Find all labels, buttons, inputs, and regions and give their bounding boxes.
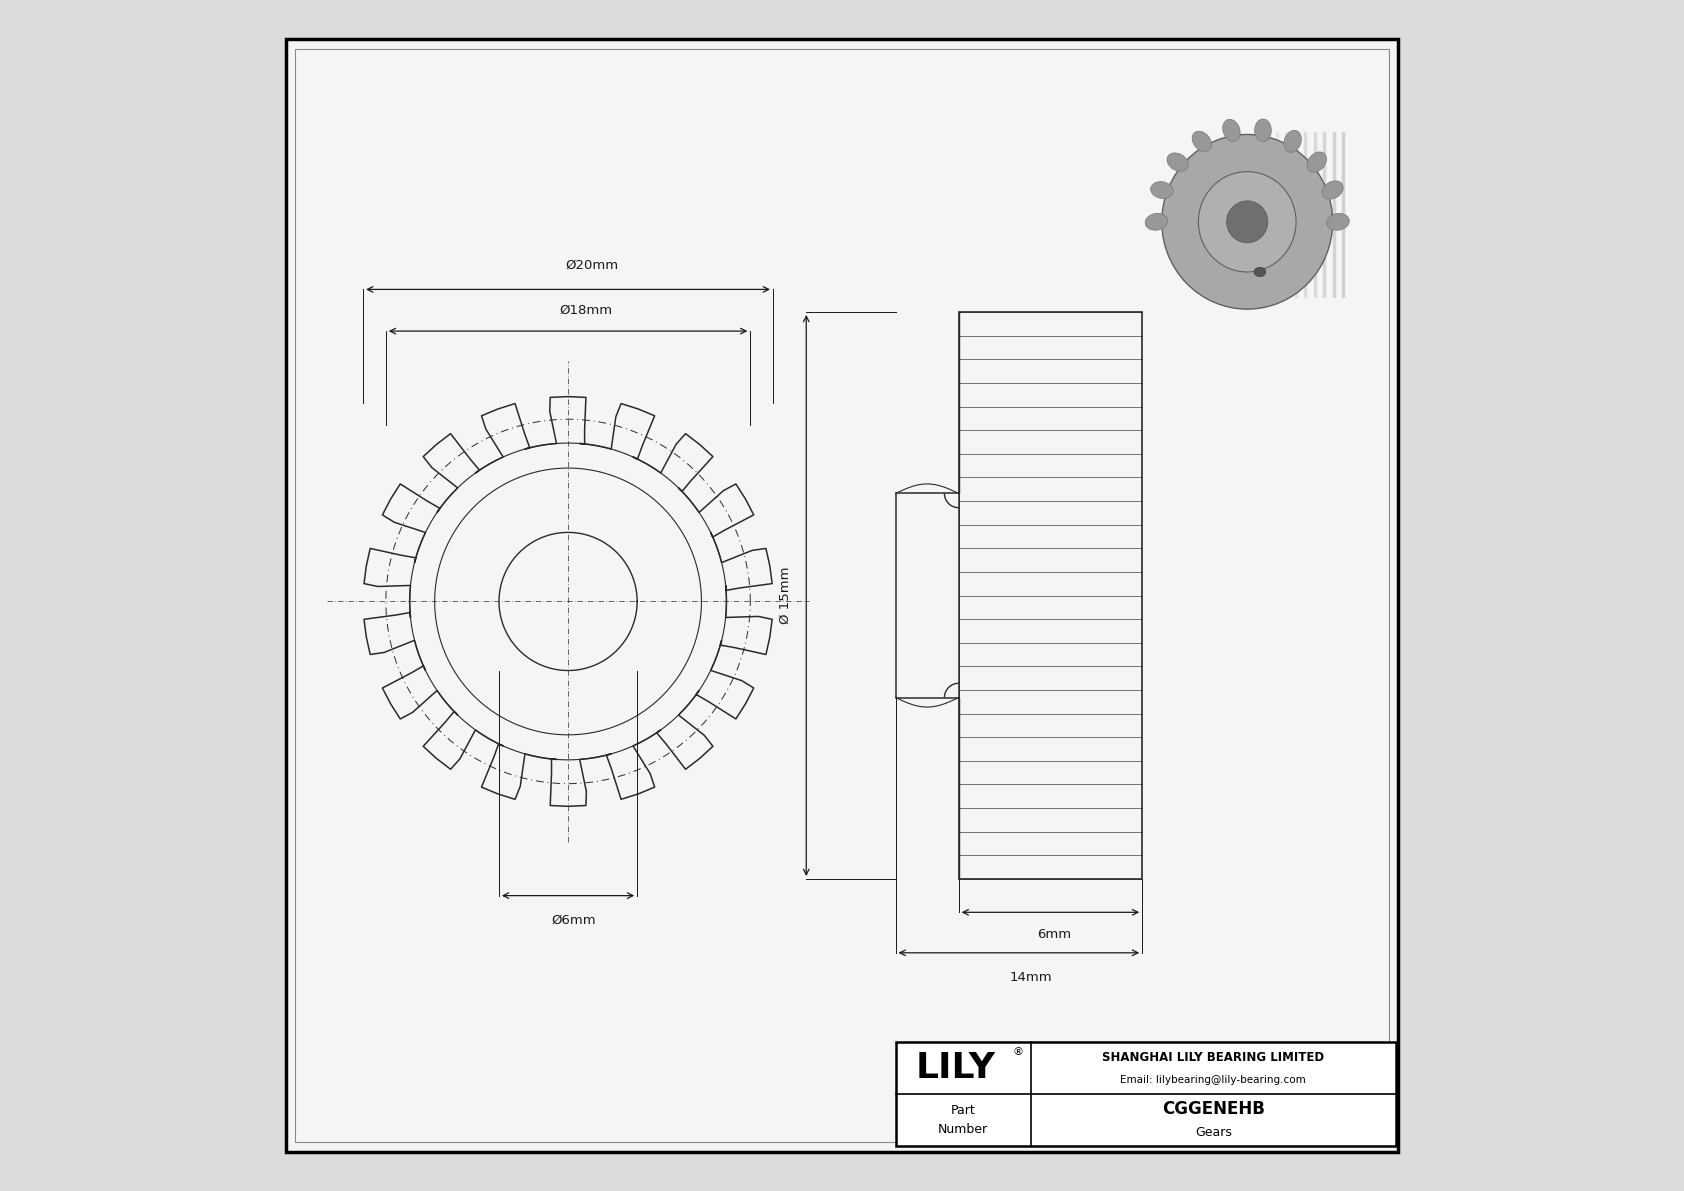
Text: ®: ® bbox=[1012, 1048, 1024, 1058]
Text: 14mm: 14mm bbox=[1009, 971, 1052, 984]
Text: Part
Number: Part Number bbox=[938, 1104, 989, 1136]
Ellipse shape bbox=[1150, 181, 1174, 199]
Text: SHANGHAI LILY BEARING LIMITED: SHANGHAI LILY BEARING LIMITED bbox=[1101, 1050, 1324, 1064]
Bar bbox=[896, 493, 958, 698]
Text: LILY: LILY bbox=[916, 1050, 995, 1085]
Ellipse shape bbox=[1162, 135, 1332, 310]
Ellipse shape bbox=[1255, 267, 1266, 276]
Ellipse shape bbox=[1307, 152, 1327, 173]
Ellipse shape bbox=[1255, 119, 1271, 142]
Ellipse shape bbox=[1145, 213, 1167, 230]
Ellipse shape bbox=[1192, 131, 1211, 151]
Text: Ø20mm: Ø20mm bbox=[566, 258, 618, 272]
Bar bbox=[958, 312, 1142, 879]
Bar bbox=[896, 493, 958, 698]
Ellipse shape bbox=[1327, 213, 1349, 230]
Ellipse shape bbox=[1167, 152, 1189, 172]
Text: 6mm: 6mm bbox=[1037, 928, 1071, 941]
Ellipse shape bbox=[1283, 130, 1302, 152]
Text: CGGENEHB: CGGENEHB bbox=[1162, 1100, 1265, 1118]
Text: Ø18mm: Ø18mm bbox=[559, 304, 613, 317]
Ellipse shape bbox=[1322, 181, 1344, 199]
Text: Ø 15mm: Ø 15mm bbox=[780, 567, 791, 624]
Ellipse shape bbox=[1226, 201, 1268, 243]
Ellipse shape bbox=[1223, 119, 1239, 142]
Bar bbox=[896, 1042, 1396, 1146]
Text: Email: lilybearing@lily-bearing.com: Email: lilybearing@lily-bearing.com bbox=[1120, 1075, 1307, 1085]
Ellipse shape bbox=[1199, 172, 1297, 272]
Text: Ø6mm: Ø6mm bbox=[552, 913, 596, 927]
Text: Gears: Gears bbox=[1194, 1127, 1231, 1140]
